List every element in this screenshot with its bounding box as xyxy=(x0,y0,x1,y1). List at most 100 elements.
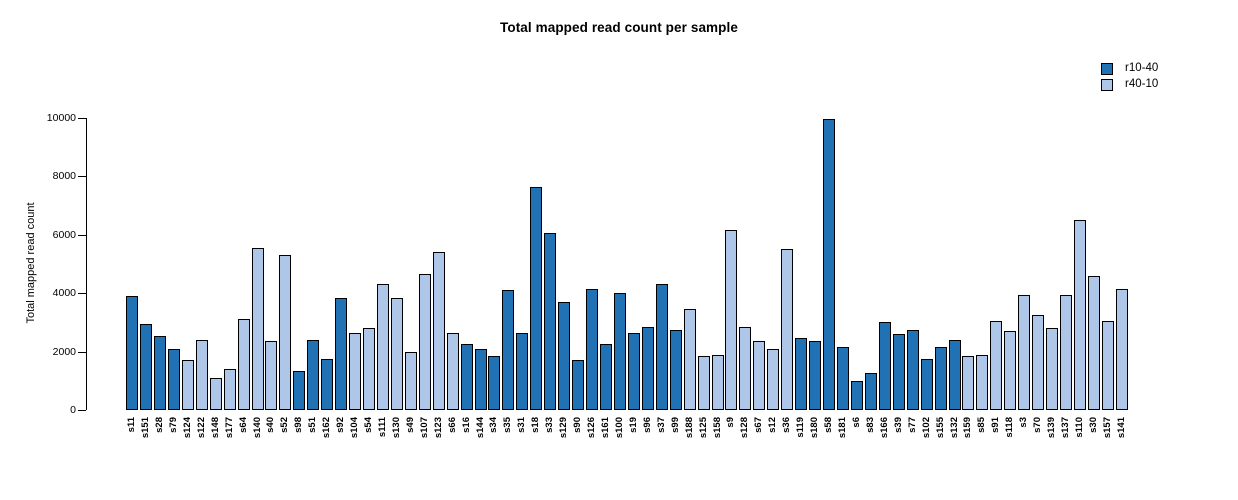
x-label-s119: s119 xyxy=(795,417,807,438)
x-label-s99: s99 xyxy=(669,417,681,433)
bar-s110 xyxy=(1073,220,1086,410)
legend-swatch-r40-10 xyxy=(1101,78,1113,91)
y-tick xyxy=(78,176,86,178)
x-label-s125: s125 xyxy=(697,417,709,439)
x-label-s49: s49 xyxy=(404,417,416,433)
x-label-s130: s130 xyxy=(390,417,402,439)
x-label-s188: s188 xyxy=(683,417,695,439)
x-label-s129: s129 xyxy=(558,417,570,439)
x-label-s107: s107 xyxy=(418,417,430,439)
x-label-s98: s98 xyxy=(293,417,305,433)
y-tick-label: 0 xyxy=(70,404,76,416)
x-label-s67: s67 xyxy=(753,417,765,433)
bar-s144 xyxy=(474,349,487,410)
bar-s31 xyxy=(516,333,529,410)
bar-s12 xyxy=(767,349,780,410)
bar-s52 xyxy=(279,255,292,410)
bar-s158 xyxy=(711,355,724,410)
x-label-s137: s137 xyxy=(1060,417,1071,439)
x-label-s157: s157 xyxy=(1101,417,1113,439)
bar-s130 xyxy=(390,298,403,410)
x-label-s30: s30 xyxy=(1087,417,1099,433)
bar-s67 xyxy=(753,341,766,410)
x-label-s166: s166 xyxy=(878,417,890,439)
bar-s124 xyxy=(181,360,194,410)
x-label-s158: s158 xyxy=(711,417,723,439)
x-label-s126: s126 xyxy=(586,417,597,439)
bar-s128 xyxy=(739,327,752,410)
x-label-s140: s140 xyxy=(251,417,263,439)
x-label-s40: s40 xyxy=(265,417,277,433)
bar-s129 xyxy=(558,302,571,410)
x-label-s91: s91 xyxy=(990,417,1002,433)
bar-s104 xyxy=(349,333,361,410)
y-axis-title: Total mapped read count xyxy=(25,202,37,324)
bar-s96 xyxy=(641,327,654,410)
x-label-s64: s64 xyxy=(237,417,249,433)
bar-s90 xyxy=(572,360,585,410)
x-label-s177: s177 xyxy=(223,417,235,439)
bar-s157 xyxy=(1101,321,1114,410)
x-label-s96: s96 xyxy=(641,417,653,433)
x-label-s118: s118 xyxy=(1004,417,1016,438)
y-tick-label: 6000 xyxy=(52,228,76,241)
x-label-s151: s151 xyxy=(139,417,151,439)
bar-s111 xyxy=(376,284,389,410)
bar-s139 xyxy=(1046,328,1058,410)
y-tick xyxy=(78,351,86,353)
bar-s122 xyxy=(195,340,208,410)
x-label-s51: s51 xyxy=(307,417,319,433)
x-label-s144: s144 xyxy=(474,417,486,439)
bar-s36 xyxy=(781,249,794,410)
bar-s39 xyxy=(892,334,905,410)
bar-s70 xyxy=(1032,315,1045,410)
x-label-s9: s9 xyxy=(725,417,737,428)
x-label-s128: s128 xyxy=(739,417,751,439)
y-tick xyxy=(78,118,86,119)
y-tick-label: 8000 xyxy=(52,170,76,183)
bar-s181 xyxy=(836,347,849,410)
x-label-s161: s161 xyxy=(600,417,611,439)
legend-item-r10-40: r10-40 xyxy=(1101,62,1158,75)
x-label-s79: s79 xyxy=(167,417,179,433)
x-label-s39: s39 xyxy=(892,417,904,433)
bar-s98 xyxy=(293,371,306,410)
x-label-s31: s31 xyxy=(516,417,528,433)
bar-s137 xyxy=(1060,295,1072,410)
x-label-s181: s181 xyxy=(836,417,848,439)
bar-s19 xyxy=(627,333,640,410)
bar-s83 xyxy=(864,373,877,410)
x-label-s122: s122 xyxy=(195,417,207,439)
x-label-s124: s124 xyxy=(181,417,193,439)
x-label-s123: s123 xyxy=(432,417,444,439)
x-label-s77: s77 xyxy=(906,417,918,433)
x-label-s19: s19 xyxy=(627,417,639,433)
bar-s9 xyxy=(725,230,738,410)
x-label-s6: s6 xyxy=(850,417,862,428)
bar-s58 xyxy=(823,119,835,410)
bar-s66 xyxy=(446,333,459,410)
bar-s100 xyxy=(613,293,626,410)
bar-s49 xyxy=(404,352,417,410)
legend-item-r40-10: r40-10 xyxy=(1101,78,1158,91)
bar-s155 xyxy=(934,347,947,410)
y-tick xyxy=(78,410,86,411)
chart-title: Total mapped read count per sample xyxy=(500,20,738,35)
x-label-s132: s132 xyxy=(948,417,960,439)
bar-s188 xyxy=(683,309,696,410)
bar-s148 xyxy=(209,378,222,410)
bar-s85 xyxy=(976,355,989,410)
bar-s162 xyxy=(321,359,334,410)
bar-s6 xyxy=(850,381,863,410)
x-label-s58: s58 xyxy=(823,417,834,433)
x-label-s36: s36 xyxy=(781,417,793,433)
x-label-s28: s28 xyxy=(153,417,165,433)
x-label-s66: s66 xyxy=(446,417,458,433)
bar-s141 xyxy=(1115,289,1128,410)
bar-s180 xyxy=(809,341,822,410)
legend-label-r40-10: r40-10 xyxy=(1125,78,1159,90)
x-label-s102: s102 xyxy=(920,417,932,439)
y-tick-label: 10000 xyxy=(46,112,76,124)
bar-s40 xyxy=(265,341,278,410)
bar-s79 xyxy=(167,349,180,410)
